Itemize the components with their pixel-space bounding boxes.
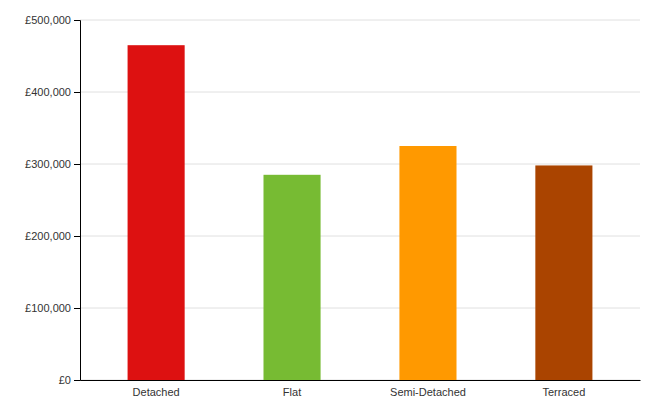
y-tick-mark (74, 236, 80, 237)
y-tick-label: £400,000 (25, 86, 71, 98)
x-tick: Semi-Detached (390, 386, 466, 398)
grid-line (80, 20, 640, 21)
bar (535, 165, 592, 380)
y-tick-label: £100,000 (25, 302, 71, 314)
y-tick: £100,000 (25, 302, 80, 314)
y-tick: £200,000 (25, 230, 80, 242)
y-tick-mark (74, 308, 80, 309)
y-tick-label: £300,000 (25, 158, 71, 170)
y-axis-line (74, 21, 81, 381)
y-tick: £0 (59, 374, 80, 386)
chart-container: £0 £100,000 £200,000 £300,000 £400,000 £500,0… (0, 0, 660, 420)
x-tick-label: Terraced (542, 386, 585, 398)
x-axis: Detached Flat Semi-Detached Terraced (81, 381, 641, 398)
grid (80, 20, 640, 380)
x-tick-label: Semi-Detached (390, 386, 466, 398)
x-tick: Flat (283, 386, 301, 398)
y-tick-label: £500,000 (25, 14, 71, 26)
y-tick: £500,000 (25, 14, 80, 26)
chart-svg: £0 £100,000 £200,000 £300,000 £400,000 £500,0… (0, 0, 660, 420)
bar (128, 45, 185, 380)
y-tick: £300,000 (25, 158, 80, 170)
bar (399, 146, 456, 380)
plot: £0 £100,000 £200,000 £300,000 £400,000 £500,0… (25, 14, 640, 398)
y-tick-label: £200,000 (25, 230, 71, 242)
x-axis-line (81, 380, 641, 381)
bar (263, 175, 320, 380)
y-tick-mark (74, 380, 80, 381)
bars (128, 45, 593, 380)
y-tick-label: £0 (59, 374, 71, 386)
y-tick-mark (74, 164, 80, 165)
x-tick: Terraced (542, 386, 585, 398)
y-tick-mark (74, 20, 80, 21)
x-tick-label: Flat (283, 386, 301, 398)
x-tick: Detached (133, 386, 180, 398)
y-axis: £0 £100,000 £200,000 £300,000 £400,000 £500,0… (25, 14, 80, 386)
y-tick: £400,000 (25, 86, 80, 98)
x-tick-label: Detached (133, 386, 180, 398)
y-tick-mark (74, 92, 80, 93)
